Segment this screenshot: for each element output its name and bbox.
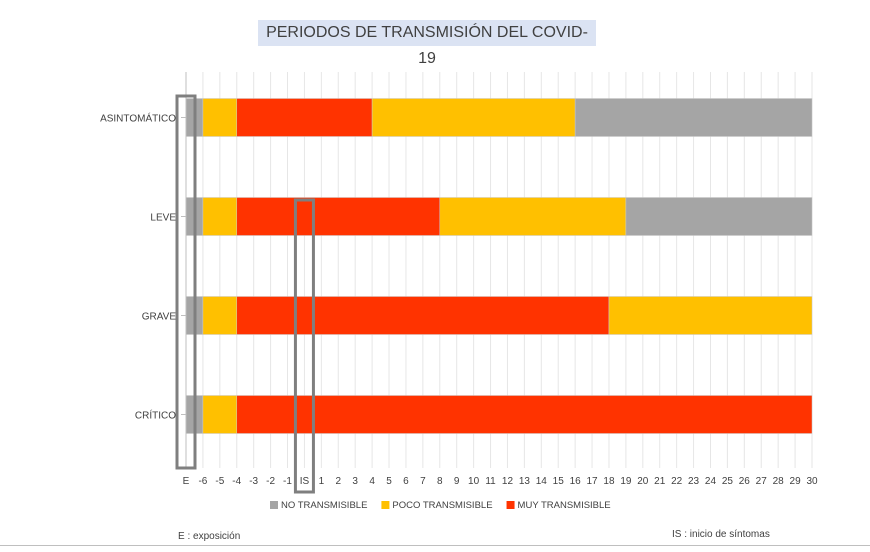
x-tick-label: -2 — [266, 476, 275, 487]
x-tick-label: 27 — [756, 476, 768, 487]
x-tick-label: -6 — [198, 476, 207, 487]
x-tick-label: 25 — [722, 476, 734, 487]
x-tick-label: 16 — [570, 476, 582, 487]
x-tick-label: 19 — [620, 476, 632, 487]
highlight-frame — [293, 198, 315, 494]
x-tick-label: -5 — [215, 476, 224, 487]
note-exposicion: E : exposición — [178, 531, 241, 542]
x-tick-label: 20 — [637, 476, 649, 487]
legend-label: MUY TRANSMISIBLE — [518, 500, 611, 511]
x-tick-label: 26 — [739, 476, 751, 487]
bar-segment — [236, 197, 441, 236]
x-tick-label: 15 — [553, 476, 565, 487]
x-tick-label: 28 — [773, 476, 785, 487]
bar-segment — [236, 395, 813, 434]
category-label: ASINTOMÁTICO — [100, 112, 176, 125]
x-tick-label: 30 — [806, 476, 818, 487]
legend-label: NO TRANSMISIBLE — [281, 500, 367, 511]
note-inicio-sintomas: IS : inicio de síntomas — [672, 529, 770, 540]
x-tick-label: 4 — [369, 476, 375, 487]
category-label: GRAVE — [142, 312, 177, 323]
x-tick-label: IS — [300, 476, 310, 487]
bottom-divider — [0, 545, 870, 546]
category-label: LEVE — [150, 213, 176, 224]
bar-segment — [371, 98, 576, 137]
x-tick-label: 29 — [790, 476, 802, 487]
legend-label: POCO TRANSMISIBLE — [392, 500, 492, 511]
bar-segment — [236, 98, 373, 137]
legend-swatch — [381, 501, 390, 509]
x-tick-label: 17 — [586, 476, 598, 487]
highlight-frame — [175, 94, 197, 470]
bar-segment — [574, 98, 813, 137]
bar-segment — [202, 395, 238, 434]
bar-segment — [202, 197, 238, 236]
chart-title-box: PERIODOS DE TRANSMISIÓN DEL COVID-19 — [258, 20, 596, 67]
x-tick-label: 23 — [688, 476, 700, 487]
x-tick-label: 8 — [437, 476, 443, 487]
bar-segment — [236, 296, 610, 335]
bar-segment — [202, 296, 238, 335]
legend-swatch — [506, 501, 515, 509]
x-tick-label: 14 — [536, 476, 548, 487]
x-tick-label: 3 — [352, 476, 358, 487]
chart-title: PERIODOS DE TRANSMISIÓN DEL COVID-19 — [266, 24, 588, 67]
x-tick-label: 7 — [420, 476, 426, 487]
x-tick-label: 5 — [386, 476, 392, 487]
x-tick-label: 24 — [705, 476, 717, 487]
x-tick-label: -1 — [283, 476, 292, 487]
x-tick-label: 18 — [603, 476, 615, 487]
x-tick-label: -3 — [249, 476, 258, 487]
x-tick-label: -4 — [232, 476, 241, 487]
x-tick-label: 21 — [654, 476, 666, 487]
x-tick-label: 13 — [519, 476, 531, 487]
category-label: CRÍTICO — [135, 409, 176, 422]
x-tick-label: 11 — [485, 476, 496, 487]
x-tick-label: E — [183, 476, 190, 487]
x-tick-label: 9 — [454, 476, 460, 487]
bar-segment — [439, 197, 627, 236]
x-tick-label: 10 — [468, 476, 480, 487]
x-tick-label: 2 — [335, 476, 341, 487]
bar-segment — [202, 98, 238, 137]
legend-swatch — [270, 501, 278, 509]
x-tick-label: 22 — [671, 476, 683, 487]
x-tick-label: 12 — [502, 476, 514, 487]
x-tick-label: 1 — [319, 476, 325, 487]
bar-segment — [625, 197, 813, 236]
bar-segment — [608, 296, 813, 335]
x-tick-label: 6 — [403, 476, 409, 487]
